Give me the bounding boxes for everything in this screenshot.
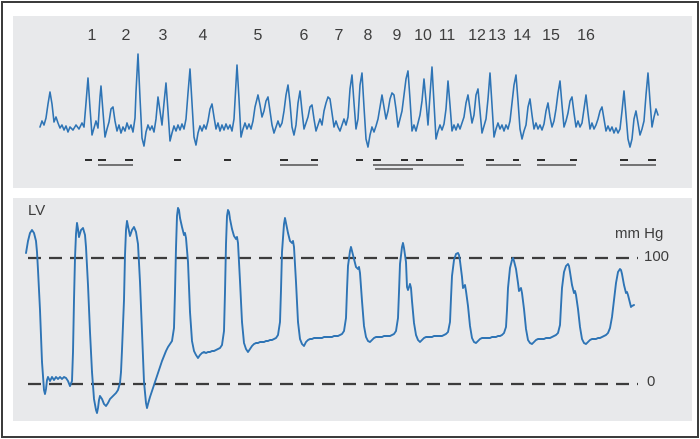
ecg-trace (39, 53, 659, 148)
ecg-beat-number: 13 (488, 27, 506, 44)
ecg-panel: 1 2 3 4 5 6 7 8 9 10 11 12 13 14 15 16 (13, 16, 692, 188)
gridline-100-label: 100 (644, 248, 670, 265)
ecg-beat-number: 12 (468, 27, 486, 44)
lv-trace-svg (25, 207, 638, 414)
ecg-beat-number: 11 (438, 27, 456, 44)
ecg-trace-svg (39, 53, 659, 170)
ecg-beat-number: 3 (158, 27, 168, 44)
ecg-beat-number: 7 (334, 27, 344, 44)
pressure-reference-lines (28, 256, 638, 386)
ecg-beat-number: 5 (253, 27, 263, 44)
ecg-beat-number: 16 (577, 27, 595, 44)
ecg-beat-number: 2 (121, 27, 131, 44)
ecg-beat-number: 6 (299, 27, 309, 44)
ecg-beat-number: 15 (542, 27, 560, 44)
ecg-beat-number: 4 (198, 27, 208, 44)
ecg-beat-number: 14 (513, 27, 531, 44)
gridline-0-label: 0 (647, 373, 656, 390)
pressure-unit-label: mm Hg (615, 225, 664, 242)
ecg-interval-markers (85, 159, 656, 170)
lv-pressure-panel: LV mm Hg 100 0 (13, 198, 692, 421)
ecg-beat-number: 8 (363, 27, 373, 44)
ecg-beat-number: 1 (87, 27, 97, 44)
lv-label: LV (28, 202, 46, 219)
ecg-beat-number: 10 (414, 27, 432, 44)
lv-pressure-trace (25, 207, 635, 414)
ecg-beat-number: 9 (392, 27, 402, 44)
